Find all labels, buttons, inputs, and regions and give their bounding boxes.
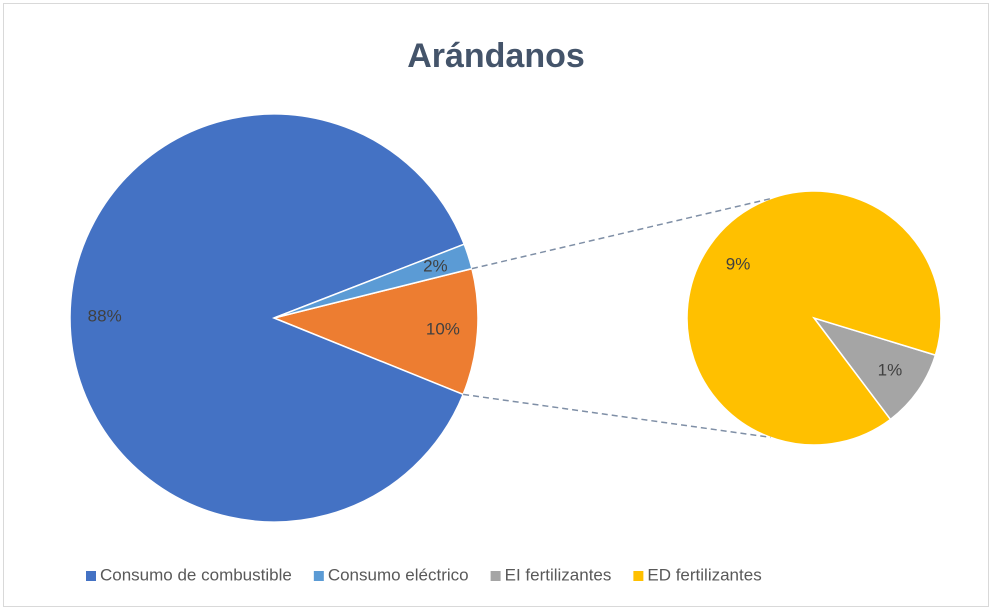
legend-marker xyxy=(633,571,644,581)
data-label: 10% xyxy=(426,319,460,338)
legend-marker xyxy=(313,571,324,581)
data-label: 1% xyxy=(878,361,903,380)
pie-slice xyxy=(812,316,937,421)
pie-slice xyxy=(273,243,473,319)
legend-label: EI fertilizantes xyxy=(505,565,612,584)
pie-slice xyxy=(271,267,479,396)
legend-label: ED fertilizantes xyxy=(647,565,761,584)
chart-title: Arándanos xyxy=(407,37,585,75)
legend-marker xyxy=(86,571,96,581)
legend-label: Consumo eléctrico xyxy=(328,565,469,584)
pie-slice xyxy=(686,190,942,446)
connector-line xyxy=(471,197,771,270)
data-label: 9% xyxy=(726,254,751,273)
connector-line xyxy=(463,393,771,439)
legend-label: Consumo de combustible xyxy=(100,565,292,584)
legend-marker xyxy=(490,571,501,581)
data-label: 88% xyxy=(88,306,122,325)
data-label: 2% xyxy=(423,256,448,275)
pie-slice xyxy=(69,113,466,523)
